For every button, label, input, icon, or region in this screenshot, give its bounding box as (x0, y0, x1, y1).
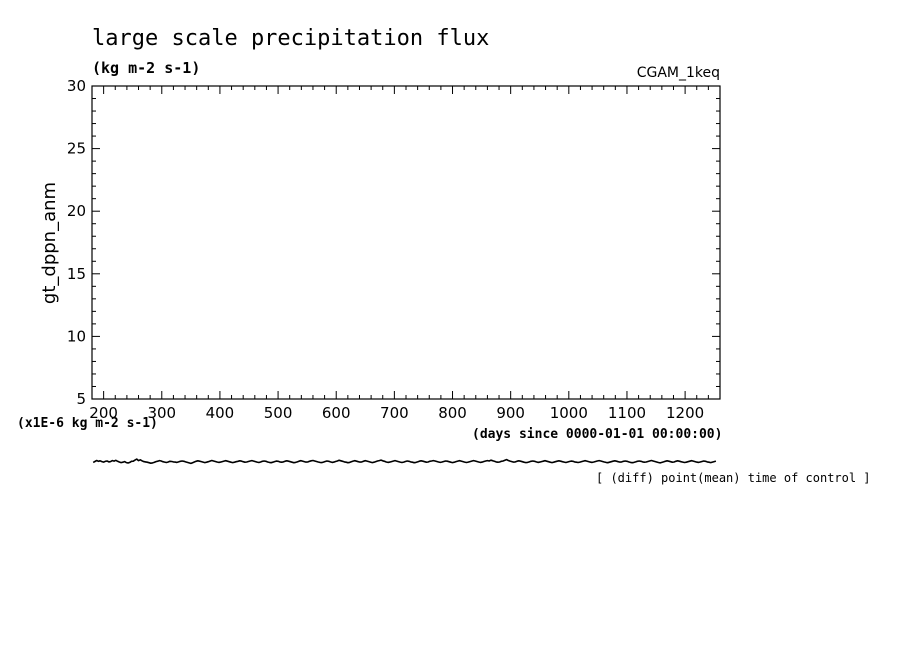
x-tick-label: 300 (147, 404, 176, 422)
x-tick-label: 400 (206, 404, 235, 422)
series-line (92, 458, 717, 465)
y-tick-label: 10 (67, 327, 86, 345)
x-tick-label: 900 (496, 404, 525, 422)
y-scale-label: (x1E-6 kg m-2 s-1) (17, 416, 158, 431)
x-tick-label: 600 (322, 404, 351, 422)
x-tick-label: 700 (380, 404, 409, 422)
x-tick-label: 1100 (608, 404, 646, 422)
x-tick-label: 1000 (550, 404, 588, 422)
y-tick-label: 30 (67, 77, 86, 95)
run-label: CGAM_1keq (637, 65, 720, 81)
y-tick-label: 20 (67, 202, 86, 220)
x-tick-label: 1200 (666, 404, 704, 422)
x-tick-label: 800 (438, 404, 467, 422)
chart-title: large scale precipitation flux (92, 26, 489, 51)
x-tick-label: 200 (89, 404, 118, 422)
plot-frame (91, 85, 721, 400)
chart-units: (kg m-2 s-1) (92, 59, 200, 77)
y-tick-label: 15 (67, 265, 86, 283)
y-tick-label: 5 (76, 390, 86, 408)
y-axis-label: gt_dppn_anm (39, 182, 60, 304)
footnote: [ (diff) point(mean) time of control ] (596, 471, 871, 485)
x-axis-label: (days since 0000-01-01 00:00:00) (472, 427, 722, 442)
x-tick-label: 500 (264, 404, 293, 422)
y-tick-label: 25 (67, 140, 86, 158)
